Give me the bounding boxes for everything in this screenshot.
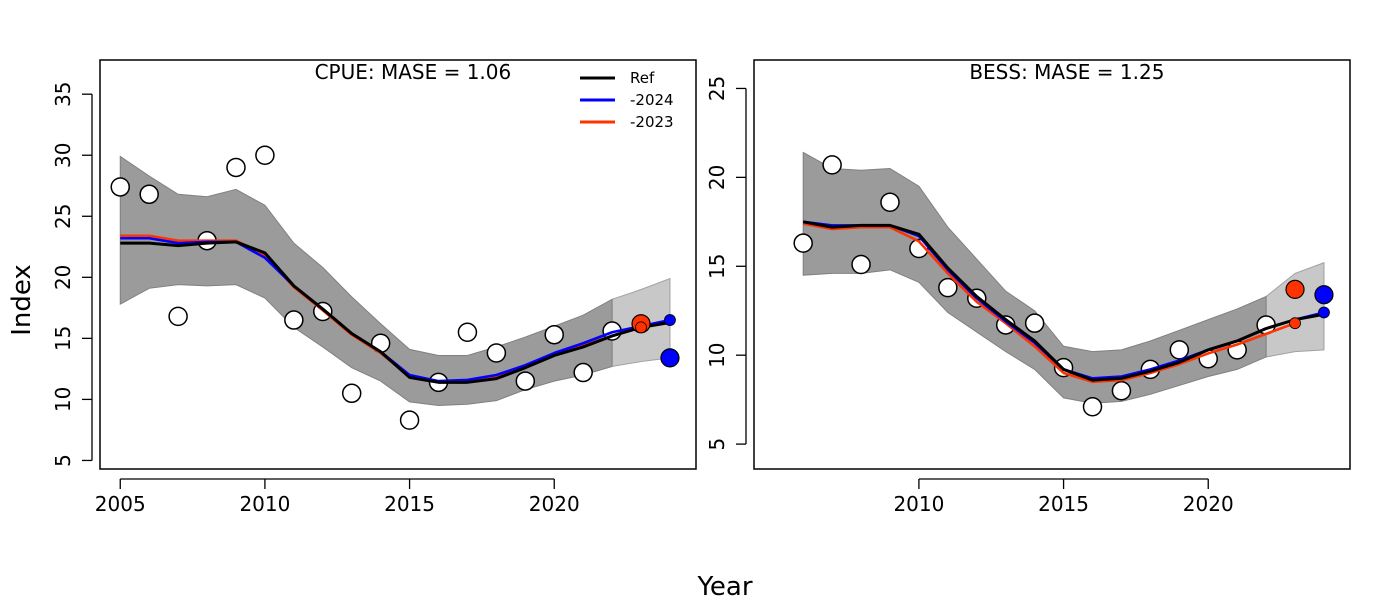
- legend-label: -2024: [630, 91, 674, 109]
- y-tick-label: 35: [51, 81, 75, 106]
- observed-point: [341, 383, 362, 404]
- confidence-interval-band: [802, 151, 1267, 404]
- y-tick-label: 15: [705, 254, 729, 279]
- observed-point: [573, 362, 593, 383]
- observed-point: [851, 254, 871, 275]
- y-axis-title: Index: [7, 264, 37, 336]
- y-tick-label: 15: [51, 326, 75, 351]
- plot-area: [110, 145, 680, 430]
- hindcast-predicted-point: [1318, 306, 1330, 319]
- observed-point: [226, 157, 246, 178]
- hindcast-predicted-point: [664, 314, 676, 326]
- x-tick-label: 2020: [529, 492, 580, 516]
- x-tick-label: 2010: [239, 492, 290, 516]
- legend: Ref -2024 -2023: [580, 69, 674, 131]
- x-tick-label: 2005: [95, 492, 146, 516]
- legend-label: -2023: [630, 113, 674, 131]
- observed-point: [486, 343, 507, 363]
- observed-point: [544, 324, 564, 345]
- y-tick-label: 30: [51, 143, 75, 168]
- y-tick-label: 10: [705, 342, 729, 367]
- observed-point: [1111, 381, 1132, 401]
- hindcast-observed-point: [660, 348, 680, 368]
- hindcast-predicted-point: [635, 321, 647, 334]
- panel-title: BESS: MASE = 1.25: [969, 60, 1164, 84]
- series-line-Ref: [120, 240, 671, 384]
- observed-point: [1082, 397, 1103, 417]
- y-tick-label: 5: [705, 438, 729, 451]
- x-axis-title: Year: [696, 572, 752, 600]
- observed-point: [168, 306, 188, 327]
- observed-point: [1169, 340, 1190, 360]
- legend-label: Ref: [630, 69, 655, 87]
- observed-point: [938, 277, 958, 298]
- series-line-minus-2023: [802, 222, 1296, 384]
- observed-point: [284, 310, 304, 330]
- y-tick-label: 20: [51, 265, 75, 290]
- plot-frame: [753, 59, 1351, 470]
- hindcast-observed-point: [1285, 279, 1305, 299]
- x-tick-label: 2010: [893, 492, 944, 516]
- observed-point: [399, 410, 420, 430]
- plot-area: [793, 151, 1334, 417]
- panel-title: CPUE: MASE = 1.06: [315, 60, 512, 84]
- observed-point: [457, 322, 478, 343]
- observed-point: [1024, 313, 1045, 333]
- bess-panel: 2010 2015 2020 5 10 15 20 25 BESS: MASE = 1.25: [705, 59, 1351, 516]
- observed-point: [139, 184, 159, 205]
- forecast-interval-band: [1265, 262, 1325, 358]
- plot-frame: [99, 59, 697, 470]
- y-tick-label: 25: [705, 76, 729, 101]
- observed-point: [822, 155, 842, 175]
- series-line-Ref: [802, 220, 1325, 382]
- observed-point: [110, 177, 131, 197]
- confidence-interval-band: [119, 155, 613, 407]
- y-tick-label: 10: [51, 387, 75, 412]
- y-tick-label: 25: [51, 204, 75, 229]
- observed-point: [793, 233, 813, 253]
- x-tick-label: 2015: [384, 492, 435, 516]
- observed-point: [255, 145, 275, 165]
- observed-point: [515, 371, 536, 391]
- y-tick-label: 20: [705, 165, 729, 190]
- x-tick-label: 2020: [1183, 492, 1234, 516]
- y-tick-label: 5: [51, 454, 75, 467]
- hindcast-observed-point: [1314, 285, 1334, 305]
- observed-point: [880, 192, 900, 213]
- cpue-panel: 2005 2010 2015 2020 5 10 15 20 25 30 35 CPUE: MASE …: [51, 59, 697, 516]
- x-tick-label: 2015: [1038, 492, 1089, 516]
- hindcast-predicted-point: [1289, 317, 1301, 330]
